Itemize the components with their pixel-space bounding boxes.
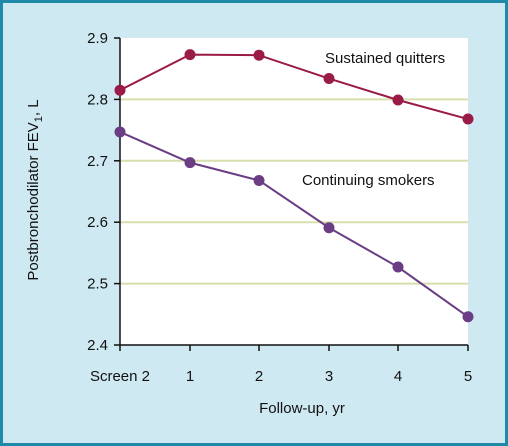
point-s0-5 [462, 113, 474, 125]
plot-area [120, 38, 468, 345]
x-tick-labels: Screen 2 1 2 3 4 5 [90, 368, 472, 385]
y-tick-label-5: 2.9 [87, 30, 108, 47]
y-tick-label-4: 2.8 [87, 91, 108, 108]
series-label-1: Continuing smokers [302, 172, 435, 189]
y-axis-title-subscript: 1 [33, 116, 45, 122]
point-s1-0 [114, 126, 126, 138]
point-s1-4 [392, 261, 404, 273]
grid-lines [120, 98, 468, 285]
y-tick-label-2: 2.6 [87, 214, 108, 231]
y-axis-title-unit: , L [25, 99, 42, 116]
x-tick-label-5: 5 [464, 368, 472, 385]
y-tick-label-3: 2.7 [87, 153, 108, 170]
x-tick-label-0: Screen 2 [90, 368, 150, 385]
point-s0-0 [114, 84, 126, 96]
point-s1-3 [323, 222, 335, 234]
point-s1-2 [253, 174, 265, 186]
y-tick-label-1: 2.5 [87, 276, 108, 293]
point-s0-1 [184, 49, 196, 61]
series-line-1 [119, 131, 469, 318]
series-labels: Sustained quitters Continuing smokers [302, 50, 445, 189]
point-s0-2 [253, 49, 265, 61]
x-tick-label-4: 4 [394, 368, 402, 385]
series-label-0: Sustained quitters [325, 50, 445, 67]
x-axis-title: Follow-up, yr [259, 400, 345, 417]
series-points [114, 49, 474, 323]
y-tick-label-0: 2.4 [87, 337, 108, 354]
y-axis-title: Postbronchodilator FEV1, L [25, 99, 45, 280]
point-s1-5 [462, 311, 474, 323]
y-axis-title-main: Postbronchodilator FEV [25, 122, 42, 280]
x-tick-label-2: 2 [255, 368, 263, 385]
point-s0-3 [323, 73, 335, 85]
series-lines [119, 53, 469, 318]
x-tick-label-1: 1 [186, 368, 194, 385]
x-tick-label-3: 3 [325, 368, 333, 385]
point-s0-4 [392, 94, 404, 106]
series-line-0 [119, 53, 469, 121]
y-tick-labels: 2.4 2.5 2.6 2.7 2.8 2.9 [87, 30, 108, 354]
point-s1-1 [184, 157, 196, 169]
